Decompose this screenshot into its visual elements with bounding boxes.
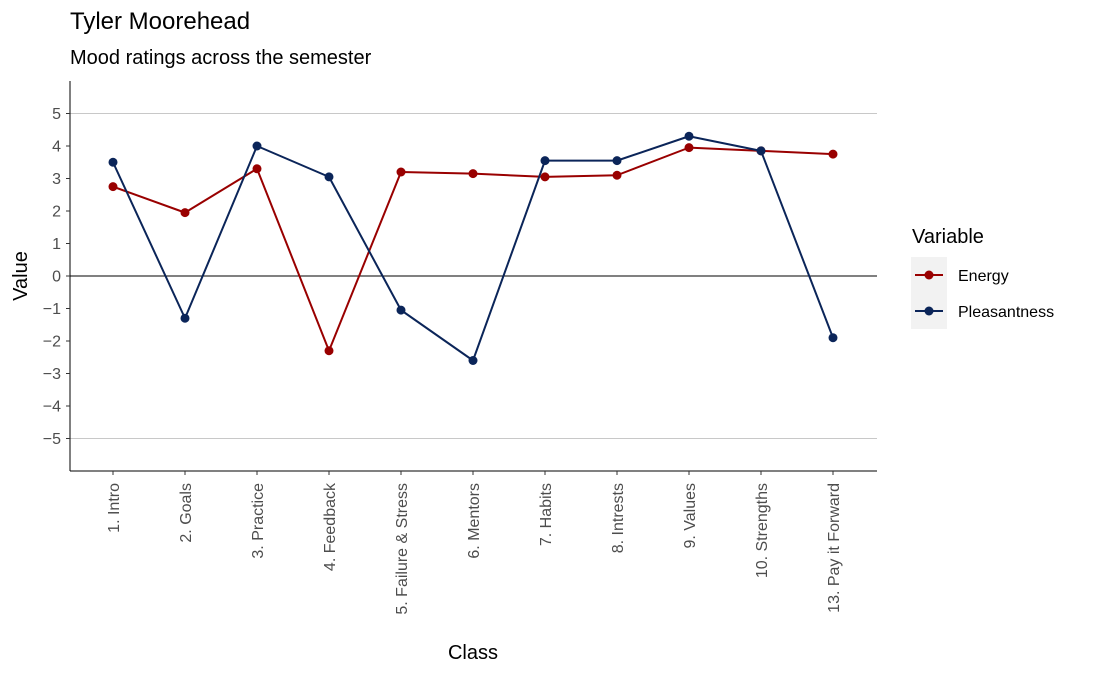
reference-lines [70,113,877,439]
data-point-energy [324,346,334,356]
x-tick-label: 1. Intro [106,483,123,533]
x-tick-label: 10. Strengths [754,483,771,578]
data-point-energy [540,172,550,182]
legend: Variable Energy Pleasantness [911,226,1054,329]
y-tick-label: −2 [43,334,61,351]
data-point-pleasantness [684,131,694,141]
data-point-pleasantness [540,156,550,166]
data-point-pleasantness [612,156,622,166]
data-point-pleasantness [468,356,478,365]
y-tick-label: 4 [52,139,61,156]
x-tick-label: 3. Practice [250,483,267,559]
chart-subtitle: Mood ratings across the semester [70,47,372,69]
legend-label-pleasantness: Pleasantness [958,304,1054,321]
y-tick-label: −4 [43,399,61,416]
y-axis-title: Value [10,251,32,301]
y-tick-label: 3 [52,171,61,188]
y-tick-label: 0 [52,269,61,286]
data-point-energy [468,169,478,179]
x-tick-label: 4. Feedback [322,482,339,571]
legend-key-background [911,257,947,329]
x-ticks: 1. Intro 2. Goals 3. Practice 4. Feedback 5.… [106,471,843,615]
data-point-energy [828,149,838,159]
chart-title: Tyler Moorehead [70,8,250,35]
x-tick-label: 8. Intrests [610,483,627,553]
x-tick-label: 7. Habits [538,483,555,546]
legend-title: Variable [912,226,984,248]
x-tick-label: 13. Pay it Forward [826,483,843,613]
data-point-pleasantness [324,172,334,182]
x-tick-label: 5. Failure & Stress [394,483,411,615]
x-tick-label: 9. Values [682,483,699,549]
y-tick-label: −3 [43,366,61,383]
data-point-energy [108,182,118,192]
data-point-pleasantness [180,313,190,323]
y-tick-label: −5 [43,431,61,448]
data-point-energy [684,143,694,153]
x-tick-label: 2. Goals [178,483,195,543]
y-ticks: −5 −4 −3 −2 −1 0 1 2 3 4 5 [43,106,70,448]
data-point-pleasantness [828,333,838,343]
y-tick-label: −1 [43,301,61,318]
data-point-energy [396,167,406,177]
data-point-energy [612,170,622,180]
data-point-pleasantness [396,305,406,315]
data-point-energy [252,164,262,174]
legend-key-point-pleasantness [924,306,934,316]
legend-key-point-energy [924,270,934,280]
y-tick-label: 1 [52,236,61,253]
data-point-pleasantness [252,141,262,151]
data-point-pleasantness [756,146,766,156]
x-tick-label: 6. Mentors [466,483,483,559]
x-axis-title: Class [448,642,498,664]
data-point-energy [180,208,190,218]
y-tick-label: 5 [52,106,61,123]
legend-label-energy: Energy [958,268,1009,285]
y-tick-label: 2 [52,204,61,221]
data-point-pleasantness [108,157,118,167]
series-layer [108,131,838,365]
